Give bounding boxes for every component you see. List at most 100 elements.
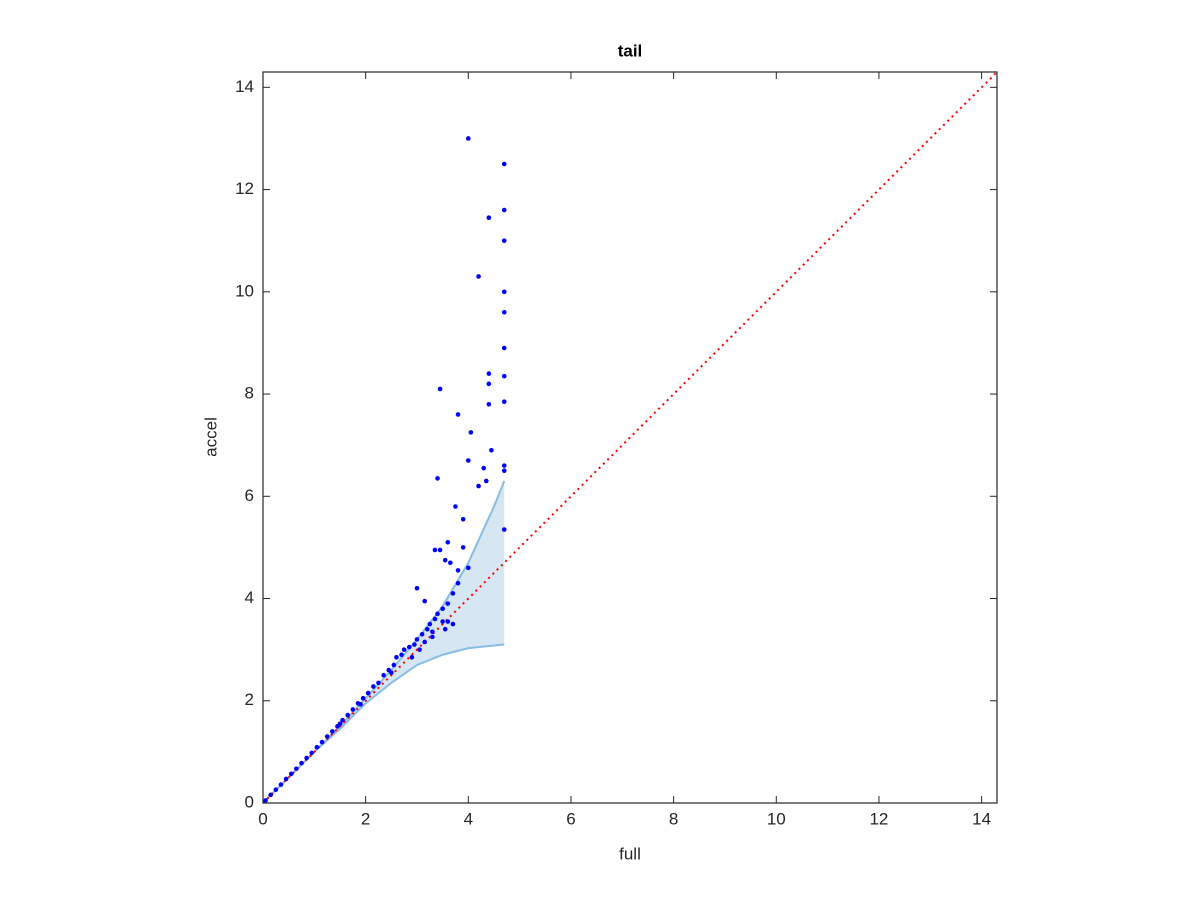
point <box>430 634 435 640</box>
point <box>273 787 279 793</box>
point <box>455 580 461 586</box>
point <box>278 782 284 787</box>
point <box>365 690 371 696</box>
point <box>440 606 445 612</box>
point <box>442 626 448 632</box>
point <box>455 412 461 417</box>
point <box>329 729 335 734</box>
x-tick-label: 10 <box>767 809 786 828</box>
point <box>501 207 507 213</box>
point <box>409 655 415 660</box>
band-fill <box>263 480 505 803</box>
chart-title: tail <box>618 41 643 60</box>
point <box>391 662 397 668</box>
point <box>337 721 343 727</box>
point <box>501 468 507 474</box>
point <box>445 601 451 606</box>
y-tick-label: 8 <box>245 384 254 403</box>
point <box>445 539 451 545</box>
point <box>432 547 438 553</box>
point <box>486 371 492 376</box>
point <box>501 289 507 295</box>
point <box>345 712 350 718</box>
point <box>419 632 425 637</box>
point <box>476 274 481 279</box>
point <box>468 430 474 435</box>
point <box>319 739 325 745</box>
axes-box <box>262 71 998 804</box>
point <box>501 238 507 243</box>
point <box>371 684 376 689</box>
point <box>466 565 471 571</box>
point <box>486 401 492 407</box>
point <box>401 647 407 652</box>
point <box>460 545 466 550</box>
point <box>435 611 440 617</box>
x-tick-label: 0 <box>258 809 267 828</box>
point <box>486 381 492 387</box>
point <box>399 652 404 658</box>
point <box>437 386 443 392</box>
point <box>445 619 451 624</box>
y-tick-label: 14 <box>235 77 254 96</box>
point <box>450 621 456 627</box>
point <box>460 516 466 522</box>
point <box>440 619 445 624</box>
point <box>435 476 440 481</box>
y-tick-label: 2 <box>245 690 254 709</box>
point <box>350 707 356 712</box>
point <box>406 644 412 650</box>
point <box>432 616 438 622</box>
band-edge <box>262 643 505 804</box>
point <box>442 557 448 563</box>
x-tick-label: 14 <box>972 809 991 828</box>
point <box>476 483 481 489</box>
point <box>501 345 507 351</box>
point <box>268 792 273 798</box>
point <box>424 626 430 632</box>
point <box>340 717 345 723</box>
point <box>360 695 366 701</box>
y-tick-label: 12 <box>235 179 254 198</box>
point <box>324 734 330 739</box>
point <box>466 458 471 463</box>
x-tick-label: 6 <box>566 809 575 828</box>
y-tick-label: 10 <box>235 281 254 300</box>
point <box>389 670 394 675</box>
point <box>288 771 294 777</box>
point <box>466 136 471 141</box>
point <box>304 755 309 761</box>
point <box>358 702 363 707</box>
point <box>489 447 494 453</box>
point <box>309 750 315 756</box>
point <box>376 680 381 686</box>
point <box>414 637 420 642</box>
point <box>422 639 427 645</box>
point <box>314 744 320 750</box>
point <box>263 798 268 803</box>
point <box>483 478 489 484</box>
point <box>448 560 453 566</box>
point <box>381 672 386 678</box>
point <box>427 621 433 627</box>
y-axis-label: accel <box>201 417 220 457</box>
reference-line <box>262 71 998 804</box>
point <box>283 776 289 782</box>
point <box>294 766 299 772</box>
point <box>501 463 507 468</box>
y-tick-label: 6 <box>245 486 254 505</box>
point <box>394 655 399 660</box>
point <box>501 527 507 532</box>
point <box>501 309 507 315</box>
point <box>422 598 427 604</box>
point <box>501 399 507 405</box>
x-tick-label: 4 <box>464 809 473 828</box>
x-axis-label: full <box>619 844 641 863</box>
x-tick-label: 2 <box>361 809 370 828</box>
point <box>299 760 304 766</box>
point <box>437 547 443 553</box>
y-tick-label: 0 <box>245 792 254 811</box>
point <box>417 647 422 652</box>
point <box>486 215 492 220</box>
